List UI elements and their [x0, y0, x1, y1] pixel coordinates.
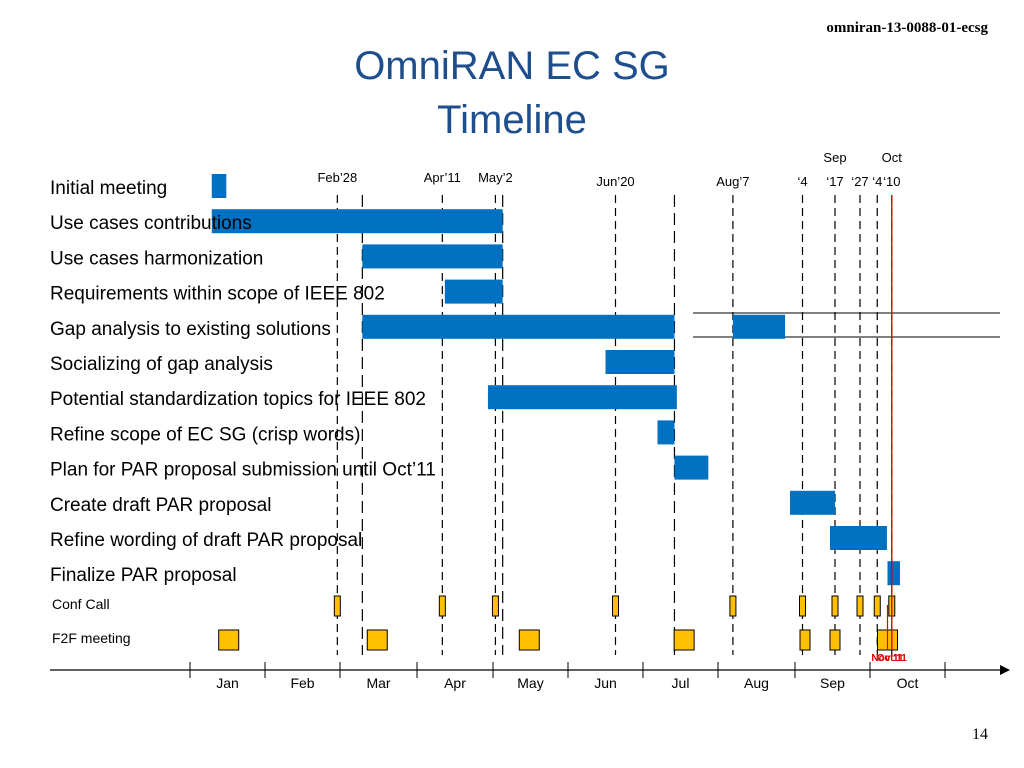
task-label: Gap analysis to existing solutions — [50, 319, 331, 340]
f2f-label: F2F meeting — [52, 630, 131, 646]
date-label: Feb’28 — [317, 170, 357, 185]
date-label: May’2 — [478, 170, 513, 185]
task-bar — [362, 244, 503, 269]
date-label: Jun’20 — [596, 174, 634, 189]
task-bar — [657, 420, 675, 445]
conf-call-marker — [831, 595, 839, 617]
task-label: Plan for PAR proposal submission until O… — [50, 460, 436, 481]
task-label: Use cases contributions — [50, 213, 252, 234]
task-bar — [211, 209, 503, 234]
task-label: Use cases harmonization — [50, 248, 263, 269]
task-label: Potential standardization topics for IEE… — [50, 389, 426, 410]
task-bar — [887, 561, 900, 586]
date-label: ‘10 — [883, 174, 900, 189]
task-label: Refine wording of draft PAR proposal — [50, 530, 362, 551]
month-label: May — [517, 675, 543, 691]
month-label: Feb — [290, 675, 314, 691]
month-label: Aug — [744, 675, 769, 691]
task-bar — [790, 490, 835, 515]
task-bar — [211, 174, 227, 198]
task-label: Create draft PAR proposal — [50, 495, 271, 516]
conf-call-marker — [612, 595, 619, 617]
conf-call-marker — [873, 595, 881, 617]
today-label: Oct’11 — [877, 653, 907, 664]
page-number: 14 — [972, 726, 988, 743]
meeting-markers — [218, 595, 898, 651]
axis-arrow — [1000, 665, 1010, 675]
month-label: Mar — [366, 675, 390, 691]
task-bars — [211, 174, 900, 586]
date-label: ‘17 — [826, 174, 843, 189]
month-label: Apr — [444, 675, 466, 691]
conf-call-marker — [799, 595, 806, 617]
month-label: Oct — [897, 675, 919, 691]
f2f-marker — [673, 629, 695, 651]
slide-subtitle: Timeline — [437, 98, 587, 142]
date-label: ‘4 — [797, 174, 807, 189]
conf-call-marker — [729, 595, 737, 617]
task-bar — [830, 526, 887, 550]
f2f-marker — [366, 629, 388, 651]
date-label: Aug’7 — [716, 174, 749, 189]
task-label: Refine scope of EC SG (crisp words) — [50, 424, 360, 445]
date-label: Apr’11 — [424, 170, 461, 185]
f2f-marker — [829, 629, 841, 651]
month-label: Jun — [594, 675, 617, 691]
f2f-marker — [799, 629, 811, 651]
f2f-marker — [518, 629, 540, 651]
conf-call-marker — [333, 595, 341, 617]
conf-call-marker — [438, 595, 446, 617]
date-labels: Feb’28 Apr’11 May’2 Jun’20 Aug’7 ‘4 ‘17 ‘27 ‘4 ‘1… — [317, 150, 902, 189]
date-label: ‘4 — [872, 174, 882, 189]
month-label: Sep — [820, 675, 845, 691]
task-label: Initial meeting — [50, 178, 167, 199]
task-bar — [732, 314, 786, 339]
task-labels: Initial meeting Use cases contributions Us… — [50, 178, 436, 646]
task-label: Requirements within scope of IEEE 802 — [50, 284, 385, 305]
date-label: Oct — [882, 150, 903, 165]
date-label: Sep — [823, 150, 846, 165]
month-label: Jan — [216, 675, 239, 691]
document-id: omniran-13-0088-01-ecsg — [826, 20, 988, 36]
task-bar — [444, 279, 503, 304]
task-bar — [674, 455, 709, 480]
grid-lines — [336, 195, 1000, 655]
conf-call-marker — [491, 595, 499, 617]
next-marker-label: Nov’11 — [871, 653, 904, 664]
month-axis: Jan Feb Mar Apr May Jun Jul Aug Sep Oct — [50, 662, 1010, 691]
f2f-marker — [218, 629, 240, 651]
month-label: Jul — [672, 675, 690, 691]
conf-call-label: Conf Call — [52, 596, 110, 612]
slide-title: OmniRAN EC SG — [354, 44, 670, 88]
task-bar — [487, 385, 677, 410]
conf-call-marker — [856, 595, 864, 617]
task-bar — [605, 350, 675, 374]
task-label: Finalize PAR proposal — [50, 565, 237, 586]
date-label: ‘27 — [851, 174, 868, 189]
task-bar — [362, 314, 675, 339]
task-label: Socializing of gap analysis — [50, 354, 273, 375]
